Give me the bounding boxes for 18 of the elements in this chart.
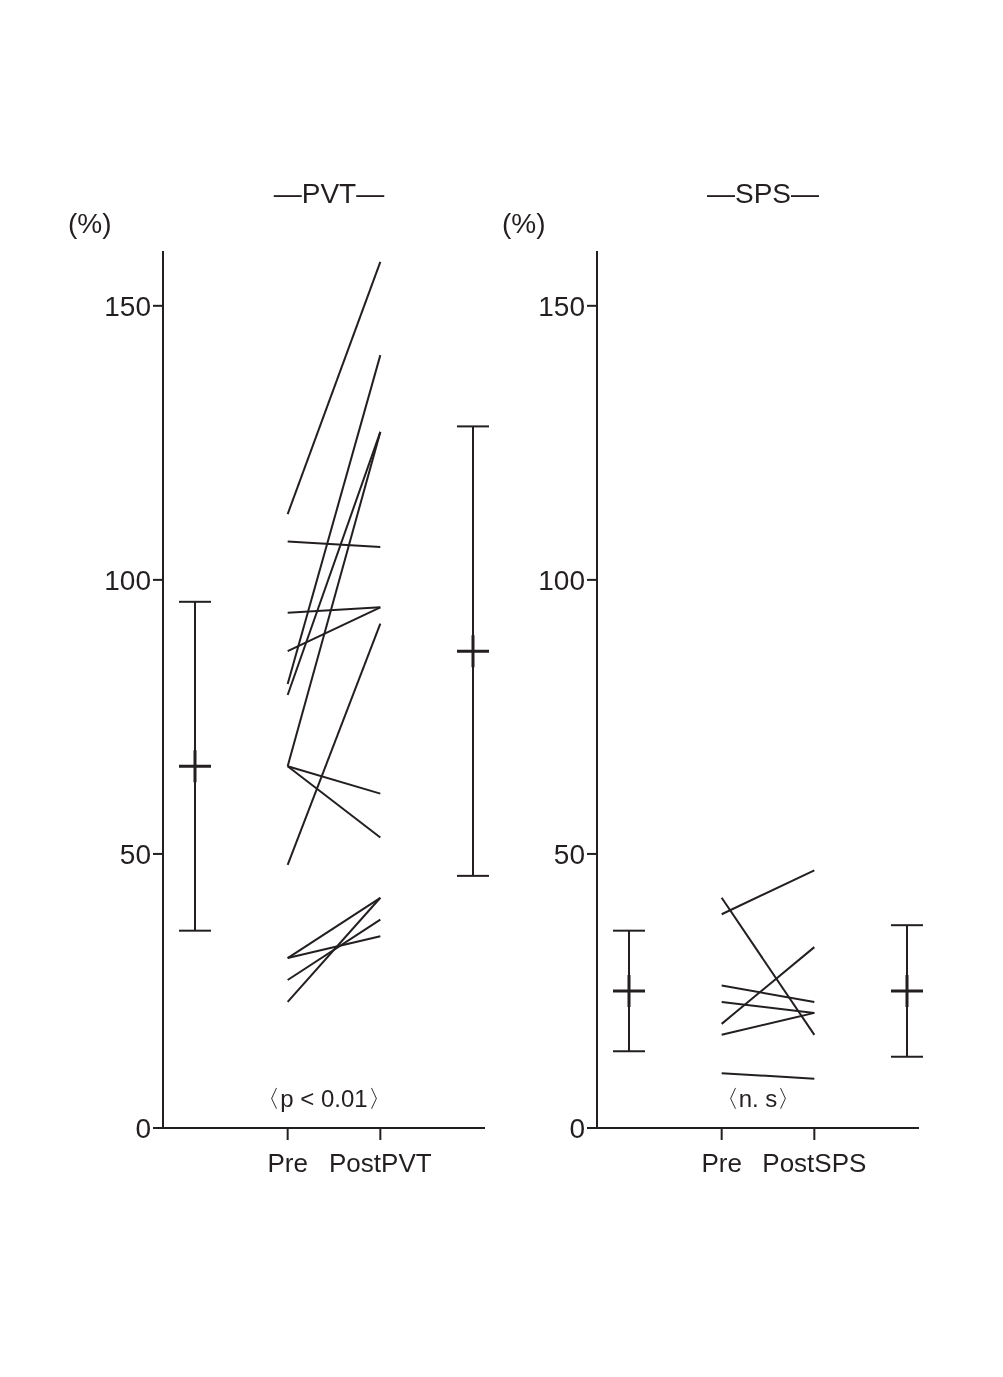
chart-title: —PVT—	[272, 178, 386, 210]
y-axis-title: (%)	[68, 208, 112, 240]
y-tick-label: 50	[553, 838, 585, 870]
y-axis-title: (%)	[502, 208, 546, 240]
chart-title: —SPS—	[706, 178, 820, 210]
y-tick-label: 0	[135, 1112, 151, 1144]
x-tick-label: Pre	[701, 1148, 742, 1178]
y-tick-label: 150	[538, 290, 585, 322]
x-tick-label: Pre	[267, 1148, 308, 1178]
y-tick-label: 100	[104, 564, 151, 596]
annotation: 〈n. s〉	[713, 1084, 803, 1114]
annotation: 〈p < 0.01〉	[255, 1084, 393, 1114]
x-tick-label: PostPVT	[329, 1148, 432, 1178]
y-tick-label: 0	[569, 1112, 585, 1144]
y-tick-label: 150	[104, 290, 151, 322]
y-tick-label: 100	[538, 564, 585, 596]
x-tick-label: PostSPS	[762, 1148, 867, 1178]
y-tick-label: 50	[119, 838, 151, 870]
